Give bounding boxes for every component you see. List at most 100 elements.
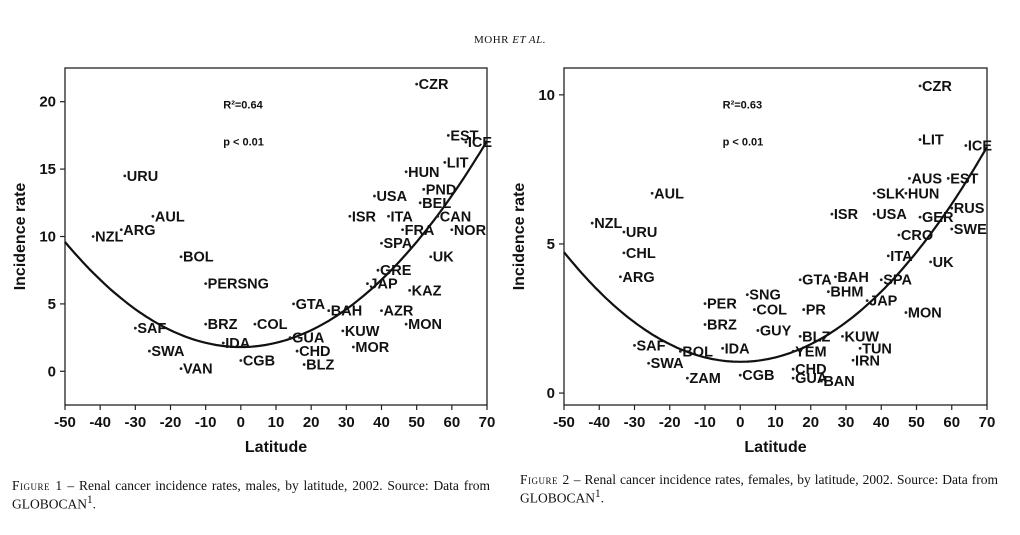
- chart1-point-label: SPA: [384, 236, 413, 252]
- chart1-data-point: [404, 170, 408, 174]
- figure-2-caption-text: – Renal cancer incidence rates, females,…: [520, 472, 998, 506]
- chart2-data-point: [622, 230, 626, 234]
- chart1-data-point: [408, 289, 412, 292]
- chart2-data-point: [918, 138, 922, 141]
- chart2-data-point: [964, 144, 968, 147]
- chart1-data-point: [204, 322, 208, 326]
- chart1-data-point: [436, 214, 440, 218]
- chart1-y-tick-label: 15: [39, 161, 56, 178]
- chart-males: 0 5 10 15 20 -50 -40 -30 -20 -10 0 10 20 30 40 50 60 70 La…: [12, 67, 496, 456]
- figure-1-caption-label: Figure 1: [12, 478, 63, 493]
- chart1-x-tick-label: 70: [479, 414, 496, 431]
- chart2-x-tick-label: -20: [659, 414, 681, 431]
- chart1-point-label: PERSNG: [208, 277, 269, 293]
- chart2-data-point: [908, 176, 911, 180]
- chart1-data-point: [373, 194, 376, 198]
- chart2-point-label: ARG: [622, 270, 654, 286]
- chart1-point-label: GUA: [292, 331, 325, 347]
- chart2-data-point: [865, 299, 869, 303]
- chart2-data-point: [738, 373, 742, 377]
- chart1-point-label: CGB: [243, 354, 275, 370]
- chart2-data-point: [918, 84, 922, 88]
- chart2-data-point: [633, 343, 636, 347]
- chart1-data-point: [91, 235, 95, 238]
- figure-1-caption-end: .: [92, 496, 97, 512]
- chart1-data-point: [179, 367, 183, 371]
- chart2-point-label: LIT: [922, 133, 944, 149]
- chart1-data-point: [148, 349, 151, 353]
- chart1-point-label: HUN: [408, 165, 439, 181]
- chart1-point-label: CAN: [440, 209, 471, 225]
- chart2-data-point: [791, 349, 795, 353]
- chart1-data-point: [418, 201, 422, 205]
- chart1-data-point: [133, 326, 137, 330]
- chart1-point-label: ISR: [352, 209, 377, 225]
- chart1-data-point: [302, 363, 306, 366]
- chart1-point-label: GRE: [380, 263, 412, 279]
- chart2-data-point: [946, 176, 950, 180]
- chart2-x-tick-label: -40: [588, 414, 610, 431]
- chart2-x-tick-label: -50: [553, 414, 575, 431]
- chart2-point-label: KUW: [844, 329, 879, 345]
- chart2-point-label: YEM: [795, 344, 826, 360]
- figure-2-caption-ref: 1: [595, 488, 601, 500]
- chart2-point-label: SNG: [749, 288, 780, 304]
- figure-2-caption-end: .: [600, 490, 605, 506]
- chart2-trend-curve: [563, 146, 988, 363]
- chart2-data-point: [791, 367, 795, 371]
- chart1-data-point: [376, 268, 380, 272]
- chart1-x-tick-label: -40: [89, 414, 111, 431]
- chart1-x-tick-label: 30: [338, 414, 355, 431]
- chart1-data-point: [327, 309, 331, 313]
- chart1-data-point: [464, 140, 468, 144]
- chart2-data-point: [904, 311, 908, 314]
- chart1-y-tick-label: 5: [48, 296, 56, 313]
- chart2-x-tick-label: 10: [767, 414, 784, 431]
- chart2-point-label: IRN: [855, 353, 880, 369]
- chart2-data-point: [752, 308, 756, 311]
- chart1-x-tick-label: -10: [195, 414, 217, 431]
- chart2-point-label: TUN: [862, 341, 892, 357]
- chart2-x-tick-label: 70: [979, 414, 996, 431]
- chart1-point-label: EST: [450, 128, 478, 144]
- chart2-data-point: [756, 329, 760, 332]
- chart2-r-squared-label: R²=0.63: [723, 99, 762, 111]
- chart2-data-point: [703, 302, 707, 306]
- chart1-data-point: [387, 214, 390, 218]
- chart1-point-label: VAN: [183, 362, 213, 378]
- chart2-point-label: HUN: [908, 186, 939, 202]
- figure-2-caption-label: Figure 2: [520, 472, 570, 487]
- chart2-data-point: [819, 379, 823, 383]
- chart1-point-label: BLZ: [306, 358, 334, 374]
- chart2-point-label: AUL: [654, 186, 684, 202]
- chart2-point-label: GUA: [795, 371, 828, 387]
- chart2-point-label: SAF: [637, 338, 666, 354]
- chart1-point-label: BRZ: [208, 317, 238, 333]
- chart2-data-point: [791, 376, 795, 380]
- chart2-point-label: COL: [756, 303, 787, 319]
- chart2-data-point: [798, 335, 802, 338]
- chart1-data-point: [422, 187, 426, 191]
- chart1-data-point: [119, 228, 123, 232]
- chart2-point-label: PR: [806, 303, 827, 319]
- chart1-point-label: ITA: [391, 209, 414, 225]
- chart2-point-label: EST: [950, 171, 978, 187]
- chart2-point-label: SWE: [954, 222, 987, 238]
- chart2-y-tick-label: 5: [547, 236, 555, 253]
- chart1-x-tick-label: 20: [303, 414, 320, 431]
- chart2-data-point: [745, 293, 749, 297]
- chart1-data-point: [380, 309, 383, 313]
- chart1-point-label: MON: [408, 317, 442, 333]
- chart2-point-label: PER: [707, 297, 737, 313]
- chart2-point-label: SWA: [651, 356, 685, 372]
- chart1-point-label: IDA: [225, 336, 251, 352]
- chart2-point-label: SLK: [876, 186, 906, 202]
- chart2-p-value-label: p < 0.01: [723, 137, 764, 149]
- chart2-x-tick-label: -30: [624, 414, 646, 431]
- chart2-data-point: [802, 308, 806, 311]
- chart2-x-tick-label: 40: [873, 414, 890, 431]
- chart1-point-label: COL: [257, 317, 288, 333]
- chart2-data-point: [872, 191, 876, 195]
- chart2-data-point: [619, 275, 622, 279]
- chart1-point-label: CHD: [299, 344, 330, 360]
